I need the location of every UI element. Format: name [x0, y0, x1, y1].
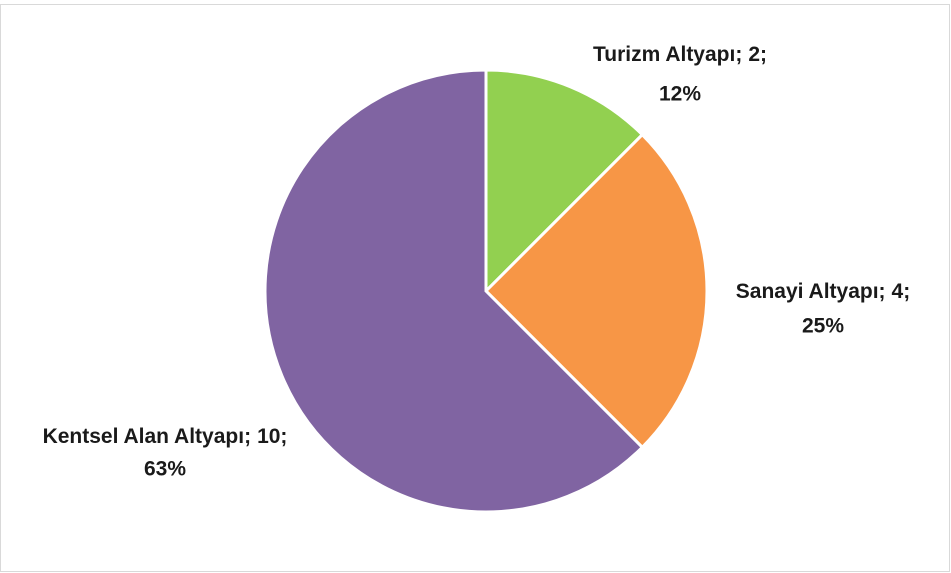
value-label: 4; [892, 280, 911, 303]
pie-slice [483, 132, 709, 450]
percent-label: 63% [144, 458, 186, 481]
data-label: Turizm Altyapı; 2; [593, 43, 767, 66]
pie-slice [263, 68, 645, 514]
data-label: Sanayi Altyapı; 4; [736, 280, 910, 303]
category-label: Kentsel Alan Altyapı; [43, 425, 251, 448]
percent-label: 12% [659, 83, 701, 106]
category-label: Turizm Altyapı; [593, 43, 742, 66]
category-label: Sanayi Altyapı; [736, 280, 886, 303]
value-label: 10; [257, 425, 287, 448]
value-label: 2; [748, 43, 767, 66]
percent-label: 25% [802, 315, 844, 338]
pie-slice [484, 68, 645, 295]
data-label: Kentsel Alan Altyapı; 10; [43, 425, 288, 448]
